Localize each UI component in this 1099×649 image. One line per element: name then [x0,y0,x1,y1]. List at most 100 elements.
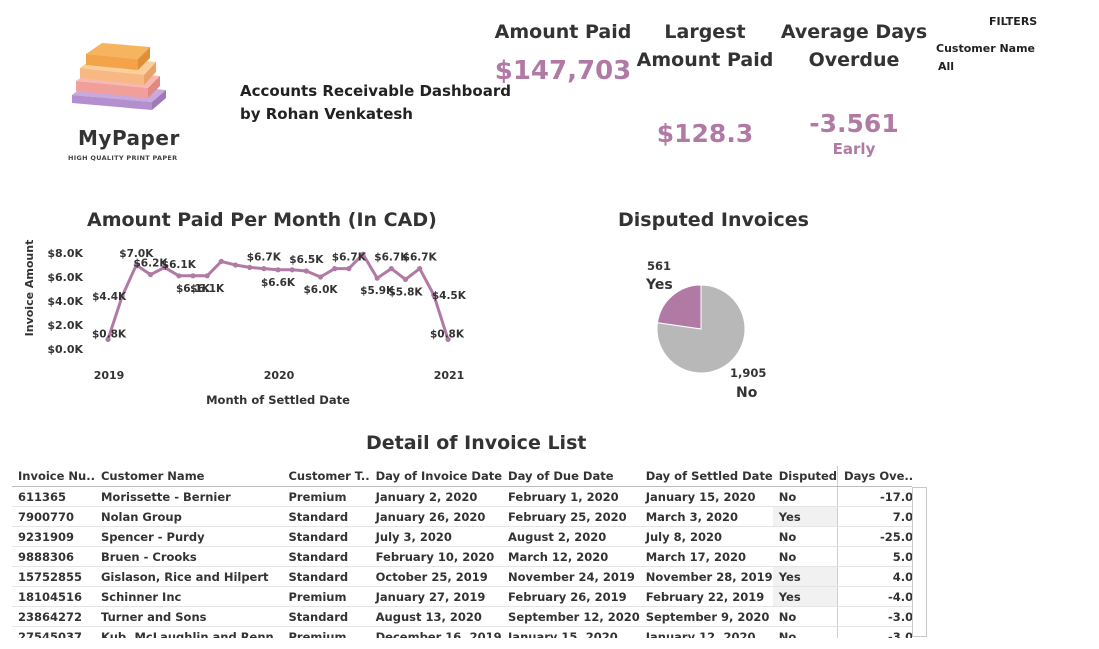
table-cell: August 2, 2020 [502,526,640,547]
data-point [289,267,295,273]
column-header[interactable]: Day of Settled Date [639,466,773,487]
column-header[interactable]: Day of Invoice Date [369,466,503,487]
data-label: $6.7K [403,252,438,264]
y-tick-label: $0.0K [47,343,83,356]
y-axis-label: Invoice Amount [23,240,36,337]
data-label: $6.1K [176,283,211,295]
table-cell: Standard [282,606,370,627]
table-cell: -3.0 [837,626,912,638]
data-label: $6.6K [261,277,296,289]
table-cell: December 16, 2019 [369,626,503,638]
kpi-amount-paid-value: $147,703 [494,56,632,86]
table-title: Detail of Invoice List [366,432,587,454]
pie-no-label: No [736,385,758,401]
data-label: $5.8K [388,286,423,298]
table-cell: September 9, 2020 [639,606,773,627]
y-tick-label: $6.0K [47,271,83,284]
table-row[interactable]: 27545037 Kub, McLaughlin and Renn.. Premiu… [12,626,912,638]
data-point [190,273,196,279]
pie-slice-no [656,284,746,374]
table-row[interactable]: 18104516 Schinner Inc Premium January 27, 2… [12,586,912,607]
table-cell: August 13, 2020 [369,606,503,627]
data-point [147,272,154,278]
data-point [388,266,394,272]
data-point [303,268,309,274]
invoice-table-container[interactable]: Invoice Nu.. Customer Name Customer T.. Day… [12,466,912,638]
table-cell: Standard [282,526,370,547]
filter-customer-name-select[interactable]: All [938,60,955,73]
column-header[interactable]: Customer T.. [282,466,370,487]
dashboard-title: Accounts Receivable Dashboard by Rohan V… [240,80,511,126]
table-header-row: Invoice Nu.. Customer Name Customer T.. Day… [12,466,912,487]
data-point [204,273,210,279]
data-label: $6.7K [247,252,282,264]
table-cell: November 28, 2019 [639,566,773,587]
table-cell: Gislason, Rice and Hilpert [94,566,283,587]
data-point [119,293,125,299]
table-cell: February 1, 2020 [502,486,640,507]
table-cell: Standard [282,566,370,587]
table-cell: Standard [282,506,370,527]
data-point [176,273,182,279]
table-cell: Yes [772,566,839,587]
table-cell: 15752855 [12,566,95,587]
data-point [332,266,338,272]
table-row[interactable]: 9231909 Spencer - Purdy Standard July 3, 20… [12,526,912,547]
table-cell: March 12, 2020 [502,546,640,567]
kpi-avg-overdue-label2: Overdue [808,49,900,71]
table-row[interactable]: 9888306 Bruen - Crooks Standard February 10… [12,546,912,567]
table-cell: Morissette - Bernier [94,486,283,507]
y-tick-label: $8.0K [47,247,83,260]
data-point [247,264,253,270]
table-cell: No [772,546,839,567]
table-row[interactable]: 7900770 Nolan Group Standard January 26, 20… [12,506,912,527]
column-header[interactable]: Customer Name [94,466,283,487]
data-point [374,275,380,281]
company-logo: MyPaper HIGH QUALITY PRINT PAPER [62,40,182,165]
table-cell: January 15, 2020 [502,626,640,638]
table-cell: January 2, 2020 [369,486,503,507]
table-cell: March 3, 2020 [639,506,773,527]
table-cell: 5.0 [837,546,912,567]
pie-yes-value: 561 [647,259,672,273]
data-label: $6.2K [133,258,168,270]
table-cell: Bruen - Crooks [94,546,283,567]
table-cell: -3.0 [837,606,912,627]
table-cell: No [772,486,839,507]
table-cell: -25.0 [837,526,912,547]
kpi-avg-overdue-sub: Early [832,140,876,158]
x-tick-label: 2019 [94,369,125,382]
filter-customer-name-label: Customer Name [936,42,1035,55]
data-point [232,262,239,268]
table-row[interactable]: 23864272 Turner and Sons Standard August 13… [12,606,912,627]
data-point [360,251,366,257]
table-cell: September 12, 2020 [502,606,640,627]
table-cell: 9231909 [12,526,95,547]
column-header[interactable]: Invoice Nu.. [12,466,95,487]
column-header[interactable]: Days Ove.. [837,466,912,487]
table-cell: -4.0 [837,586,912,607]
table-cell: Spencer - Purdy [94,526,283,547]
data-point [218,258,224,264]
kpi-avg-overdue-value: -3.561 [809,109,899,138]
data-label: $6.7K [374,252,409,264]
column-header[interactable]: Day of Due Date [502,466,640,487]
kpi-largest-paid-label1: Largest [664,21,746,43]
pie-slice-yes [656,284,702,330]
kpi-avg-overdue: Average Days Overdue -3.561 Early [780,18,928,158]
x-tick-label: 2020 [264,369,295,382]
table-cell: March 17, 2020 [639,546,773,567]
table-row[interactable]: 611365 Morissette - Bernier Premium January… [12,486,912,507]
table-cell: 7.0 [837,506,912,527]
data-point [317,274,324,280]
table-scrollbar[interactable] [912,487,927,637]
table-cell: Turner and Sons [94,606,283,627]
table-cell: Premium [282,586,370,607]
data-point [275,267,281,273]
table-cell: No [772,526,839,547]
table-row[interactable]: 15752855 Gislason, Rice and Hilpert Standa… [12,566,912,587]
column-header[interactable]: Disputed [772,466,839,487]
table-cell: November 24, 2019 [502,566,640,587]
table-cell: 27545037 [12,626,95,638]
kpi-largest-paid-value: $128.3 [656,119,754,148]
